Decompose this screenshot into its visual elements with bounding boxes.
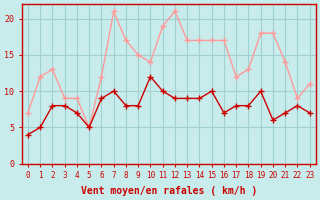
X-axis label: Vent moyen/en rafales ( km/h ): Vent moyen/en rafales ( km/h ) [81, 186, 257, 196]
